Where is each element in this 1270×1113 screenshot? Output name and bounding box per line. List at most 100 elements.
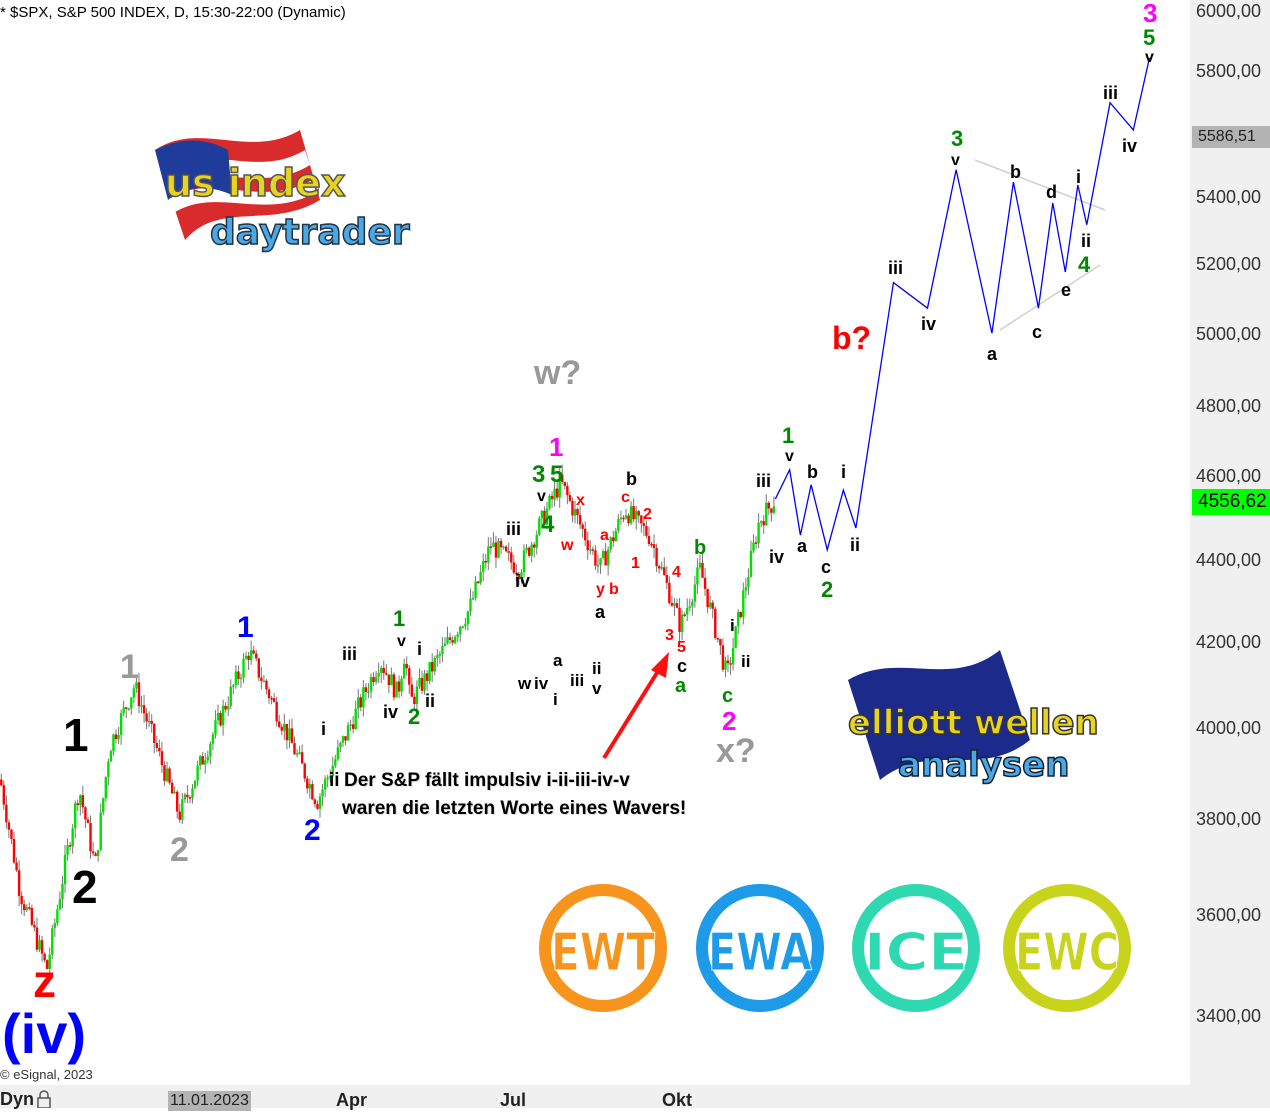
candle-down — [252, 650, 255, 654]
candle-down — [754, 542, 758, 544]
candle-down — [224, 705, 227, 710]
candle-up — [731, 647, 735, 665]
candle-down — [561, 474, 564, 482]
candle-down — [652, 544, 656, 549]
candle-up — [357, 697, 360, 709]
candle-down — [237, 671, 240, 679]
candle-down — [303, 763, 306, 779]
wave-label: 2 — [170, 831, 189, 869]
candle-up — [461, 626, 465, 628]
candle-down — [176, 791, 179, 812]
candle-down — [431, 662, 434, 672]
wave-label: a — [987, 344, 998, 364]
candle-up — [244, 655, 248, 659]
wave-label: 1 — [120, 648, 139, 686]
candle-up — [752, 542, 755, 551]
candle-down — [413, 696, 416, 705]
candle-down — [726, 660, 730, 664]
candle-up — [487, 546, 490, 563]
price-axis[interactable] — [1190, 0, 1270, 1085]
last-price-badge: 4556,62 — [1192, 489, 1270, 515]
candle-down — [668, 582, 671, 604]
candle-down — [300, 752, 304, 764]
candle-up — [609, 537, 612, 550]
candle-down — [650, 544, 653, 546]
time-axis[interactable] — [0, 1085, 1270, 1108]
candle-up — [479, 571, 482, 583]
candle-down — [20, 895, 23, 905]
candle-up — [497, 540, 500, 558]
candle-up — [109, 751, 113, 762]
candle-up — [474, 581, 477, 598]
candle-down — [683, 614, 686, 616]
wave-label: x — [576, 492, 585, 509]
candle-down — [586, 540, 589, 551]
candle-down — [145, 713, 148, 722]
candle-up — [765, 502, 768, 526]
candle-down — [372, 677, 375, 683]
wave-label: 2 — [643, 506, 652, 523]
candle-up — [464, 624, 467, 627]
us-index-logo-line1: us index — [165, 161, 345, 205]
candle-up — [573, 508, 577, 516]
candle-down — [703, 577, 707, 589]
candle-down — [278, 721, 281, 727]
wave-label: a — [675, 675, 687, 697]
candle-down — [275, 701, 278, 722]
candle-up — [686, 607, 689, 615]
candle-down — [385, 673, 388, 675]
dyn-mode-label[interactable]: Dyn — [0, 1089, 35, 1109]
candle-up — [51, 928, 54, 955]
candle-down — [290, 728, 294, 744]
candle-down — [188, 797, 192, 799]
wave-label: iii — [506, 519, 522, 539]
candle-down — [665, 574, 669, 583]
candle-up — [196, 765, 199, 781]
candle-up — [691, 601, 694, 607]
candle-down — [576, 508, 579, 515]
candle-up — [66, 845, 69, 855]
candle-up — [25, 907, 28, 911]
wave-label: c — [722, 685, 734, 707]
candle-down — [382, 668, 385, 674]
candle-down — [76, 803, 79, 805]
candle-up — [191, 788, 194, 799]
wave-label: iv — [769, 547, 785, 567]
red-arrow — [602, 652, 669, 760]
service-badges: EWT EWA ICE EWC — [539, 884, 1131, 1012]
chart-title: * $SPX, S&P 500 INDEX, D, 15:30-22:00 (D… — [0, 4, 346, 21]
wave-label: e — [1061, 280, 1072, 300]
wave-label: c — [1032, 322, 1043, 342]
wave-label: 4 — [1078, 252, 1091, 277]
wave-label: a — [553, 651, 563, 670]
candle-up — [79, 795, 82, 805]
candle-down — [94, 853, 97, 857]
candle-up — [660, 567, 663, 569]
wave-label: 5 — [677, 639, 686, 656]
candle-up — [433, 657, 436, 672]
candle-up — [459, 626, 462, 635]
candle-down — [657, 566, 661, 569]
lock-icon[interactable] — [37, 1090, 51, 1109]
candle-up — [232, 685, 235, 687]
candle-down — [568, 495, 572, 501]
candle-up — [553, 488, 556, 500]
candle-down — [142, 705, 146, 714]
candle-down — [591, 549, 595, 551]
wave-label: 1 — [237, 611, 254, 644]
wave-label: 1 — [393, 606, 406, 631]
candle-up — [140, 705, 143, 707]
candle-up — [377, 672, 380, 677]
candle-up — [471, 597, 475, 600]
wave-label: iii — [342, 644, 358, 664]
candle-up — [295, 753, 299, 755]
candle-down — [494, 542, 498, 558]
badge-ewa: EWA — [708, 923, 812, 983]
candle-down — [265, 680, 268, 690]
candle-down — [344, 736, 347, 741]
candle-down — [45, 960, 49, 969]
candle-up — [61, 883, 64, 900]
candle-up — [374, 676, 378, 683]
candle-up — [262, 680, 266, 683]
